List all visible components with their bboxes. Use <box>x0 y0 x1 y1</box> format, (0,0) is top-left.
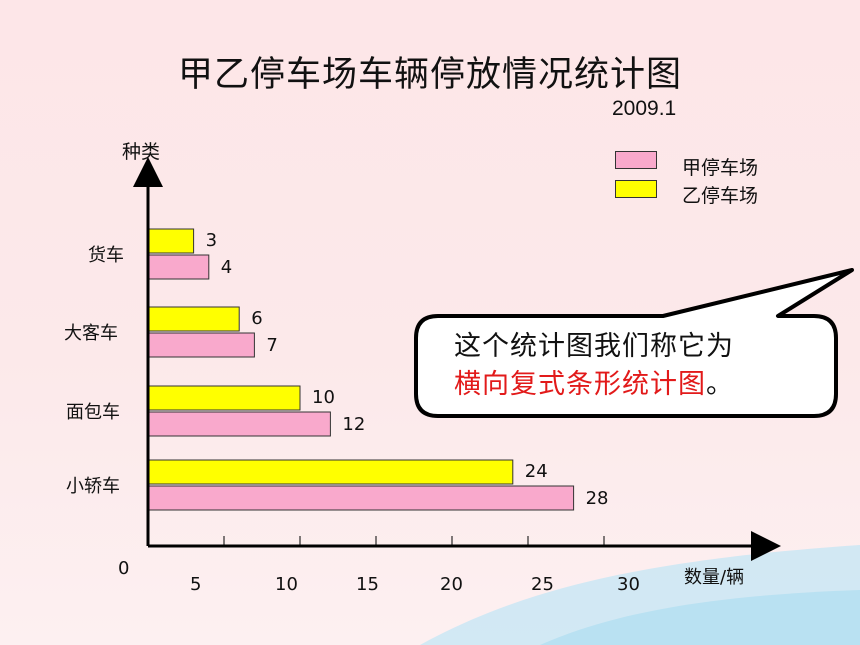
callout-text: 这个统计图我们称它为 横向复式条形统计图。 <box>454 328 734 404</box>
bar-series-b-2 <box>147 385 301 411</box>
legend-label-series-a: 甲停车场 <box>682 157 759 179</box>
category-label-3: 小轿车 <box>66 476 120 497</box>
x-tick-label-1: 5 <box>190 574 201 595</box>
data-label-series-a-2: 12 <box>342 414 365 435</box>
bar-series-b-0 <box>147 228 195 254</box>
chart-title: 甲乙停车场车辆停放情况统计图 <box>177 55 682 95</box>
data-label-series-a-3: 28 <box>586 488 609 509</box>
bar-series-a-0 <box>147 254 210 280</box>
bar-series-b-3 <box>147 459 514 485</box>
x-tick-label-5: 25 <box>531 574 554 595</box>
callout-line-2: 横向复式条形统计图。 <box>454 366 734 404</box>
x-axis-label: 数量/辆 <box>684 567 744 588</box>
callout-bubble <box>414 268 854 418</box>
x-tick-label-6: 30 <box>617 574 640 595</box>
legend-swatch-series-a <box>615 151 657 169</box>
x-tick-label-3: 15 <box>356 574 379 595</box>
data-label-series-b-2: 10 <box>312 387 335 408</box>
callout-suffix: 。 <box>706 369 734 400</box>
data-label-series-a-1: 7 <box>266 335 277 356</box>
callout-highlight: 横向复式条形统计图 <box>454 369 706 400</box>
data-label-series-b-3: 24 <box>525 461 548 482</box>
x-tick-label-0: 0 <box>118 558 129 579</box>
x-tick-label-4: 20 <box>440 574 463 595</box>
category-label-0: 货车 <box>88 245 124 266</box>
bar-series-a-1 <box>147 332 255 358</box>
bar-series-a-3 <box>147 485 575 511</box>
data-label-series-b-1: 6 <box>251 308 262 329</box>
category-label-2: 面包车 <box>66 402 120 423</box>
category-label-1: 大客车 <box>64 323 118 344</box>
data-label-series-b-0: 3 <box>206 230 217 251</box>
data-label-series-a-0: 4 <box>221 257 232 278</box>
legend-swatch-series-b <box>615 180 657 198</box>
x-tick-label-2: 10 <box>275 574 298 595</box>
legend-label-series-b: 乙停车场 <box>682 185 759 207</box>
bar-series-b-1 <box>147 306 240 332</box>
callout-line-1: 这个统计图我们称它为 <box>454 331 734 362</box>
chart-date: 2009.1 <box>612 97 677 120</box>
bar-series-a-2 <box>147 411 331 437</box>
